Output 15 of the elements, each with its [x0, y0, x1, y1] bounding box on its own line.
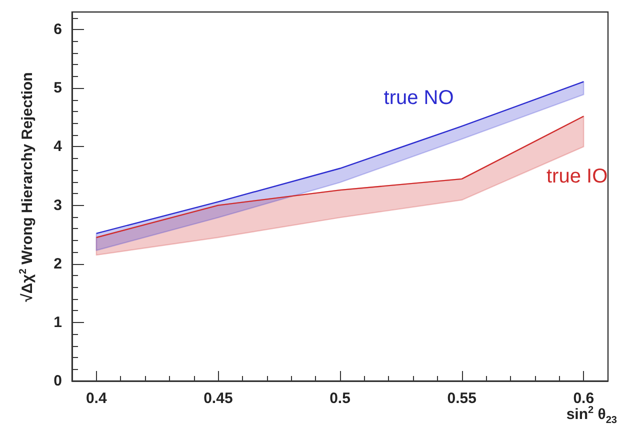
y-tick-label: 1	[54, 314, 62, 331]
series-label: true IO	[546, 166, 608, 188]
x-tick-label: 0.5	[330, 390, 350, 407]
x-tick-label: 0.6	[573, 390, 594, 407]
y-tick-label: 2	[54, 255, 62, 272]
x-tick-label: 0.45	[204, 390, 233, 407]
x-axis-title: sin$^{2}$ θ$_{23}$	[566, 405, 617, 426]
x-tick-label: 0.4	[86, 390, 108, 407]
y-tick-label: 0	[54, 372, 62, 390]
y-tick-label: 3	[54, 196, 62, 214]
x-tick-label: 0.55	[447, 390, 476, 407]
y-tick-label: 6	[54, 21, 62, 38]
y-tick-label: 4	[54, 138, 63, 156]
series-label: true NO	[384, 87, 454, 110]
y-tick-label: 5	[54, 80, 62, 97]
